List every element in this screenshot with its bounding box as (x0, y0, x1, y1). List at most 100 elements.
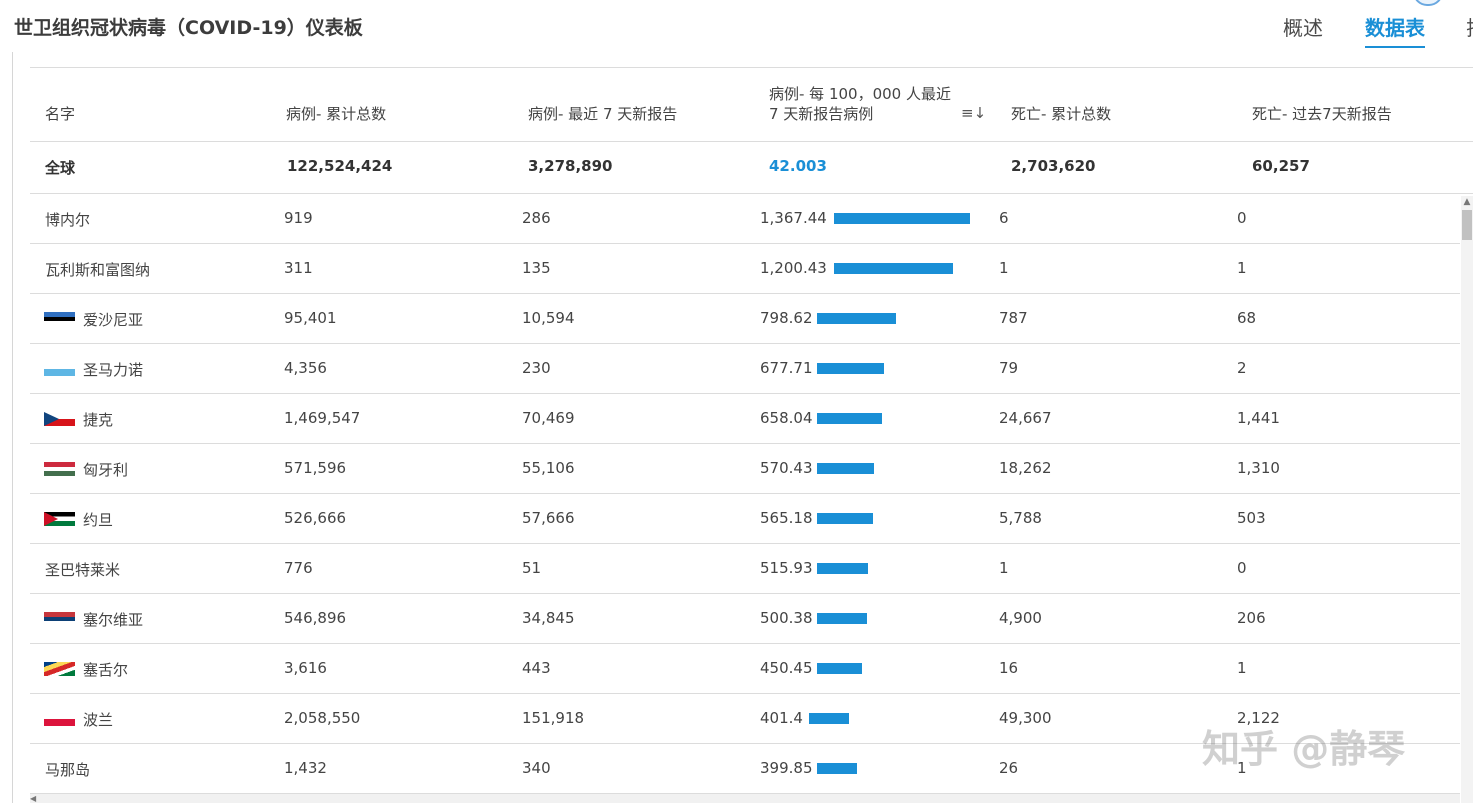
app-title: 世卫组织冠状病毒（COVID-19）仪表板 (14, 17, 363, 39)
row-cases-7d: 55,106 (522, 459, 575, 477)
per-100k-bar (817, 463, 874, 474)
row-deaths-7d: 1 (1237, 659, 1247, 677)
row-cases-7d: 340 (522, 759, 551, 777)
per-100k-bar (817, 613, 867, 624)
czech-flag (44, 412, 75, 426)
row-deaths-total: 1 (999, 559, 1009, 577)
row-per-100k: 1,367.44 (760, 209, 827, 227)
row-deaths-total: 5,788 (999, 509, 1042, 527)
scroll-up-icon[interactable]: ▲ (1463, 197, 1471, 207)
row-per-100k: 677.71 (760, 359, 813, 377)
poland-flag (44, 712, 75, 726)
global-per-100k: 42.003 (769, 157, 827, 175)
global-deaths-7d: 60,257 (1252, 157, 1310, 175)
row-cases-total: 919 (284, 209, 313, 227)
row-deaths-total: 18,262 (999, 459, 1052, 477)
row-per-100k: 658.04 (760, 409, 813, 427)
table-row[interactable]: 圣巴特莱米 776 51 515.93 1 0 (30, 544, 1460, 594)
row-deaths-7d: 1 (1237, 259, 1247, 277)
horizontal-scrollbar[interactable] (30, 794, 1460, 803)
per-100k-bar (817, 413, 882, 424)
row-deaths-total: 4,900 (999, 609, 1042, 627)
row-cases-total: 571,596 (284, 459, 347, 477)
per-100k-bar (817, 563, 868, 574)
row-name: 爱沙尼亚 (83, 311, 144, 329)
seychelles-flag (44, 662, 75, 676)
row-deaths-total: 24,667 (999, 409, 1052, 427)
table-row[interactable]: 捷克 1,469,547 70,469 658.04 24,667 1,441 (30, 394, 1460, 444)
hungary-flag (44, 462, 75, 476)
top-bar: 世卫组织冠状病毒（COVID-19）仪表板 概述 数据表 排 (0, 0, 1473, 52)
row-per-100k: 399.85 (760, 759, 813, 777)
header-cases-7d[interactable]: 病例- 最近 7 天新报告 (528, 105, 678, 123)
row-cases-7d: 443 (522, 659, 551, 677)
row-name: 博内尔 (45, 211, 91, 229)
header-deaths-7d[interactable]: 死亡- 过去7天新报告 (1252, 105, 1392, 123)
per-100k-bar (817, 513, 873, 524)
per-100k-bar (817, 363, 884, 374)
table-row[interactable]: 瓦利斯和富图纳 311 135 1,200.43 1 1 (30, 244, 1460, 294)
per-100k-bar (834, 263, 953, 274)
row-cases-total: 2,058,550 (284, 709, 361, 727)
row-cases-total: 526,666 (284, 509, 347, 527)
row-deaths-7d: 1 (1237, 759, 1247, 777)
per-100k-bar (817, 663, 862, 674)
table-row[interactable]: 约旦 526,666 57,666 565.18 5,788 503 (30, 494, 1460, 544)
scrollbar-thumb[interactable] (1462, 210, 1472, 240)
row-cases-total: 546,896 (284, 609, 347, 627)
row-cases-total: 311 (284, 259, 313, 277)
sort-descending-icon[interactable]: ≡↓ (961, 104, 987, 122)
estonia-flag (44, 312, 75, 326)
row-deaths-7d: 2,122 (1237, 709, 1280, 727)
global-deaths-total: 2,703,620 (1011, 157, 1096, 175)
header-per-100k[interactable]: 病例- 每 100，000 人最近 7 天新报告病例 (769, 85, 951, 123)
tab-partial[interactable]: 排 (1466, 12, 1473, 41)
global-cases-total: 122,524,424 (287, 157, 393, 175)
table-row[interactable]: 塞舌尔 3,616 443 450.45 16 1 (30, 644, 1460, 694)
table-row[interactable]: 波兰 2,058,550 151,918 401.4 49,300 2,122 (30, 694, 1460, 744)
row-cases-7d: 151,918 (522, 709, 585, 727)
serbia-flag (44, 612, 75, 626)
header-cases-total[interactable]: 病例- 累计总数 (286, 105, 387, 123)
row-cases-total: 1,469,547 (284, 409, 361, 427)
table-row[interactable]: 塞尔维亚 546,896 34,845 500.38 4,900 206 (30, 594, 1460, 644)
table-row[interactable]: 爱沙尼亚 95,401 10,594 798.62 787 68 (30, 294, 1460, 344)
vertical-scrollbar[interactable] (1461, 196, 1473, 803)
row-name: 匈牙利 (83, 461, 129, 479)
row-cases-7d: 70,469 (522, 409, 575, 427)
row-deaths-total: 1 (999, 259, 1009, 277)
shield-icon (1413, 0, 1443, 6)
tab-overview[interactable]: 概述 (1283, 16, 1323, 40)
row-per-100k: 570.43 (760, 459, 813, 477)
table-row[interactable]: 博内尔 919 286 1,367.44 6 0 (30, 194, 1460, 244)
row-cases-7d: 51 (522, 559, 542, 577)
tab-data-table[interactable]: 数据表 (1365, 12, 1425, 48)
table-row[interactable]: 匈牙利 571,596 55,106 570.43 18,262 1,310 (30, 444, 1460, 494)
jordan-flag (44, 512, 75, 526)
row-deaths-7d: 0 (1237, 559, 1247, 577)
row-deaths-total: 16 (999, 659, 1019, 677)
per-100k-bar (834, 213, 970, 224)
row-deaths-total: 79 (999, 359, 1019, 377)
row-cases-7d: 135 (522, 259, 551, 277)
watermark: 知乎 @静琴 (1202, 727, 1406, 771)
table-row[interactable]: 马那岛 1,432 340 399.85 26 1 (30, 744, 1460, 794)
row-cases-total: 776 (284, 559, 313, 577)
header-name[interactable]: 名字 (45, 105, 76, 123)
row-per-100k: 1,200.43 (760, 259, 827, 277)
row-cases-7d: 10,594 (522, 309, 575, 327)
row-deaths-7d: 68 (1237, 309, 1257, 327)
scroll-left-icon[interactable]: ◀ (30, 794, 37, 803)
row-deaths-total: 6 (999, 209, 1009, 227)
row-per-100k: 515.93 (760, 559, 813, 577)
global-row: 全球 122,524,424 3,278,890 42.003 2,703,62… (30, 141, 1473, 194)
san-marino-flag (44, 362, 75, 376)
row-name: 捷克 (83, 411, 114, 429)
table-row[interactable]: 圣马力诺 4,356 230 677.71 79 2 (30, 344, 1460, 394)
header-deaths-total[interactable]: 死亡- 累计总数 (1011, 105, 1112, 123)
row-deaths-total: 26 (999, 759, 1019, 777)
row-cases-7d: 34,845 (522, 609, 575, 627)
row-name: 塞尔维亚 (83, 611, 144, 629)
row-cases-7d: 57,666 (522, 509, 575, 527)
row-cases-total: 1,432 (284, 759, 327, 777)
